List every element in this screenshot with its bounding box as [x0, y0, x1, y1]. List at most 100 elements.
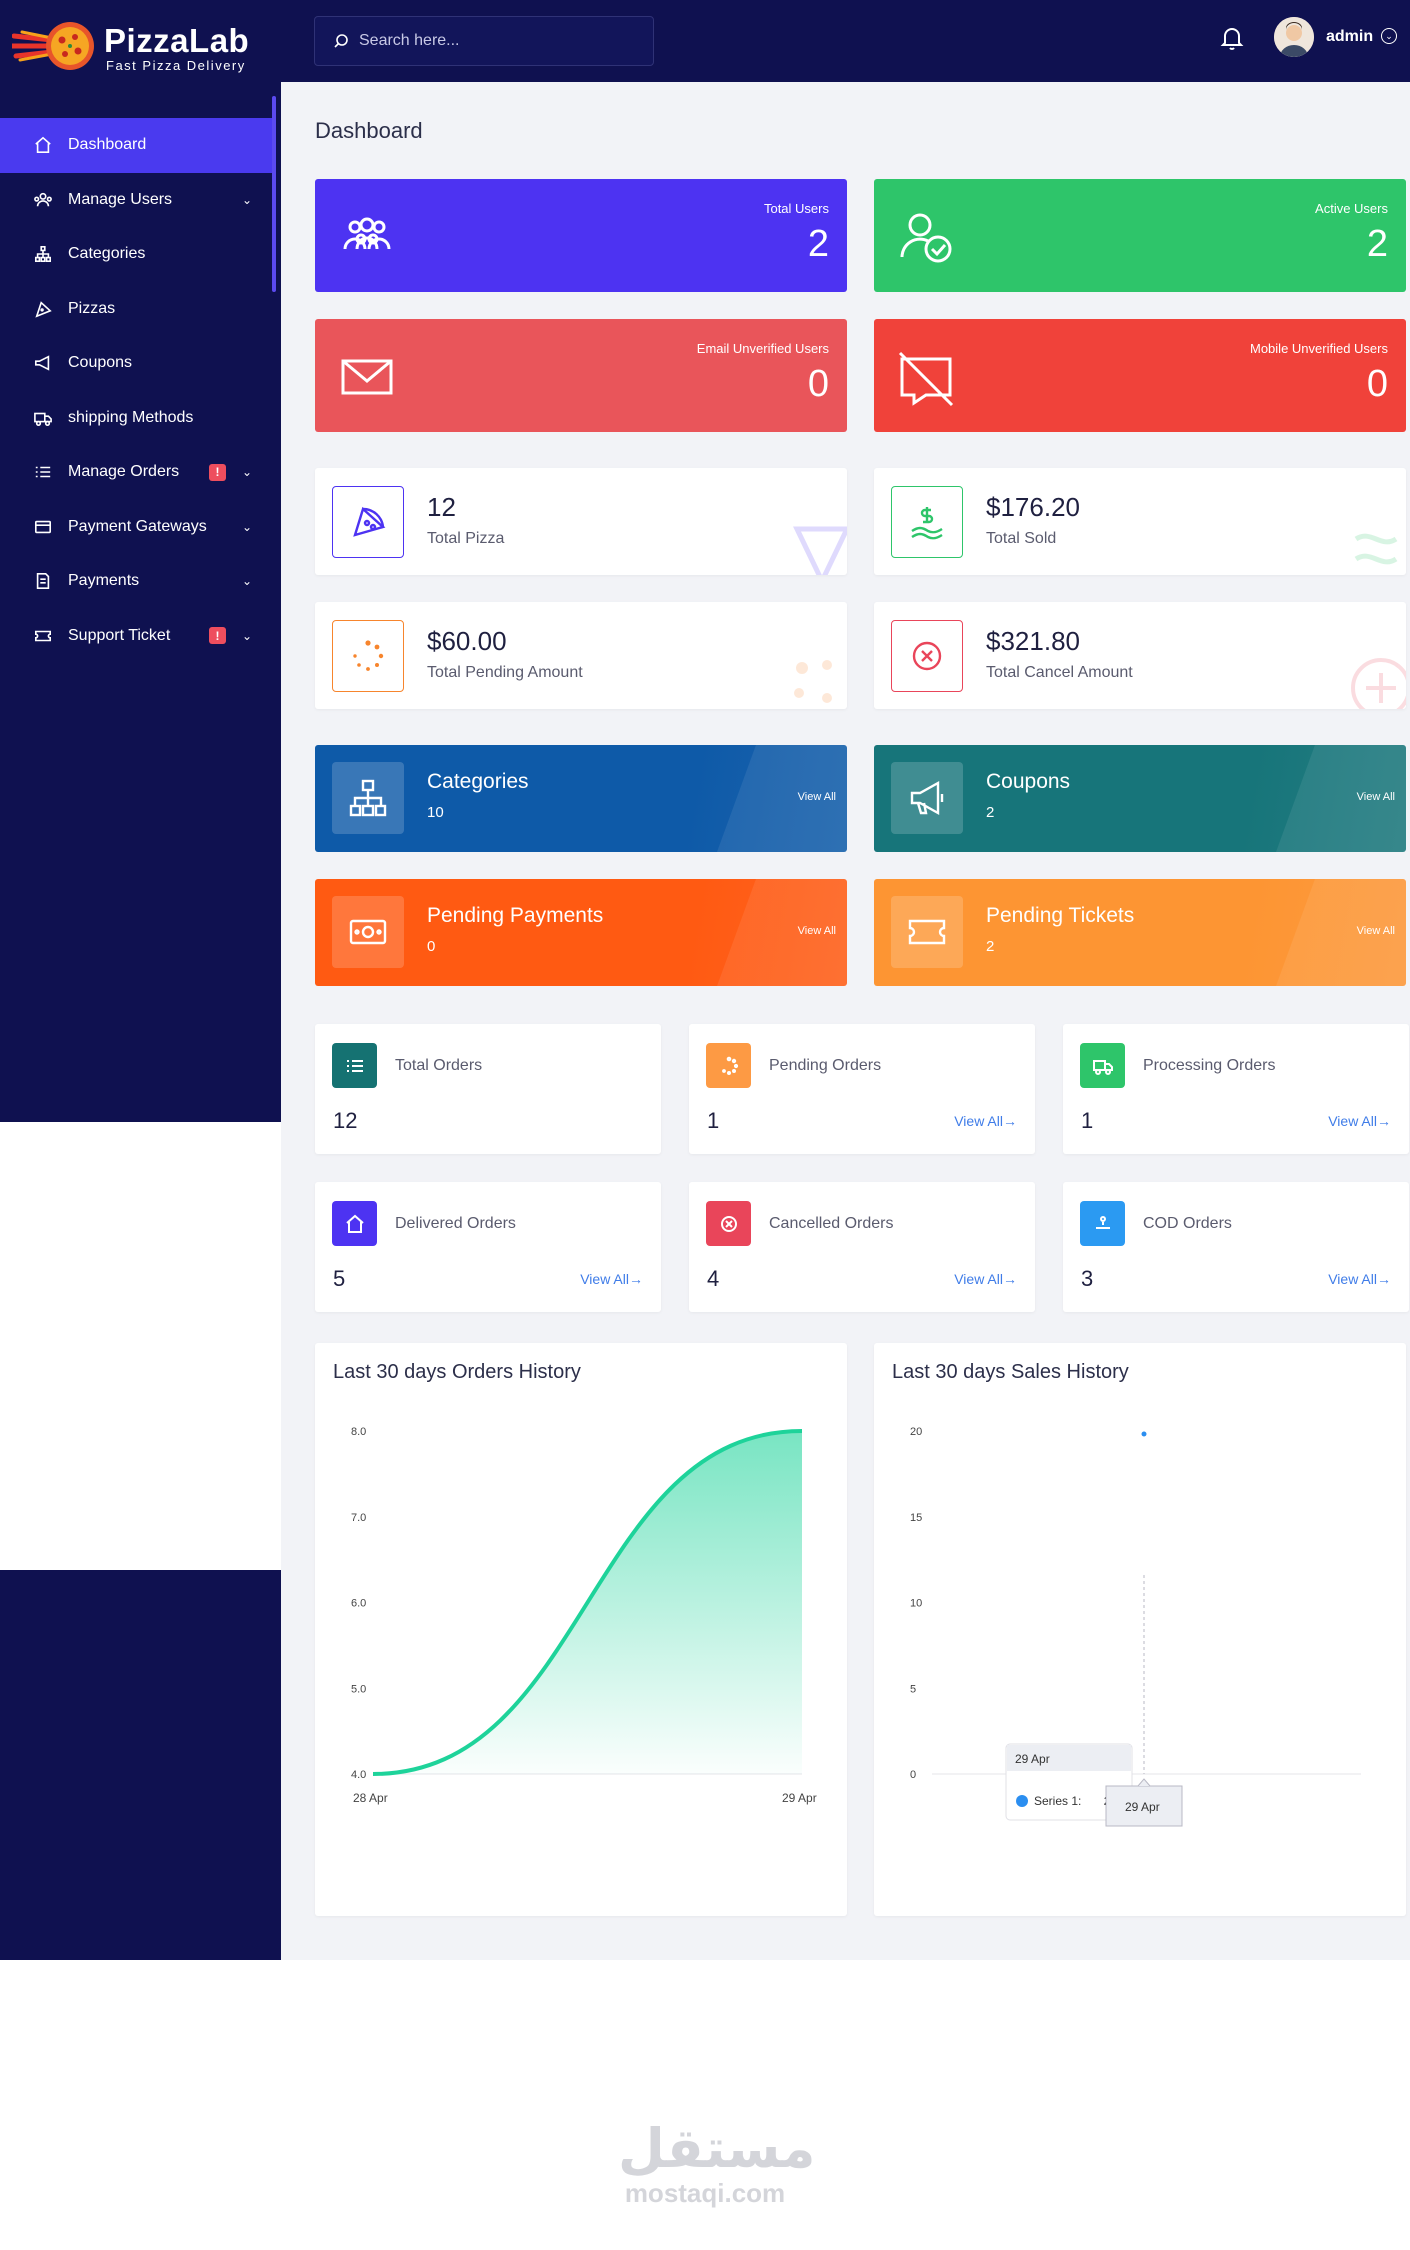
chevron-down-icon[interactable]: ⌄	[241, 192, 252, 207]
stat-label: Total Sold	[986, 530, 1057, 547]
y-tick-label: 5	[910, 1683, 916, 1695]
view-all-link[interactable]: View All	[1356, 791, 1395, 803]
card-value: 10	[427, 804, 444, 821]
chevron-down-icon[interactable]: ⌄	[1381, 28, 1397, 44]
stat-label: Active Users	[1315, 201, 1388, 216]
card-pending-payments[interactable]: Pending Payments 0 View All	[315, 879, 847, 986]
view-all-link[interactable]: View All→	[1328, 1113, 1391, 1129]
view-all-link[interactable]: View All	[1356, 925, 1395, 937]
card-title: Pending Tickets	[986, 904, 1135, 927]
watermark: مستقل mostaqi.com	[618, 2119, 816, 2209]
user-name[interactable]: admin	[1326, 28, 1374, 45]
y-tick-label: 10	[910, 1598, 922, 1610]
brand-title: PizzaLab	[104, 22, 250, 59]
search-input[interactable]	[359, 32, 639, 50]
avatar[interactable]	[1274, 17, 1314, 57]
order-count: 3	[1081, 1266, 1094, 1291]
sidebar-scrollbar[interactable]	[272, 96, 276, 292]
no-signal-icon	[896, 347, 956, 407]
sidebar-item-categories[interactable]: Categories	[0, 227, 272, 282]
cancel-circle-icon	[891, 620, 963, 692]
chevron-down-icon[interactable]: ⌄	[241, 628, 252, 643]
plus-circle-watermark-icon	[1351, 658, 1406, 709]
stat-label: Total Cancel Amount	[986, 664, 1133, 681]
order-card-cod-orders[interactable]: COD Orders 3 View All→	[1063, 1182, 1409, 1312]
ticket-icon	[32, 625, 54, 647]
stat-total-sold[interactable]: $176.20 Total Sold	[874, 468, 1406, 575]
sidebar-item-shipping-methods[interactable]: shipping Methods	[0, 391, 272, 446]
view-all-link[interactable]: View All→	[954, 1271, 1017, 1287]
stat-total-pending-amount[interactable]: $60.00 Total Pending Amount	[315, 602, 847, 709]
chevron-down-icon[interactable]: ⌄	[241, 519, 252, 534]
sidebar-item-support-ticket[interactable]: Support Ticket! ⌄	[0, 609, 272, 664]
envelope-icon	[337, 347, 397, 407]
sidebar-item-payment-gateways[interactable]: Payment Gateways ⌄	[0, 500, 272, 555]
chevron-down-icon[interactable]: ⌄	[241, 465, 252, 480]
sidebar-item-dashboard[interactable]: Dashboard	[0, 118, 272, 173]
stat-active-users[interactable]: Active Users 2	[874, 179, 1406, 292]
stat-total-pizza[interactable]: 12 Total Pizza	[315, 468, 847, 575]
money-hand-icon	[891, 486, 963, 558]
hand-coin-icon	[1080, 1201, 1125, 1246]
orders-history-plot[interactable]: 4.0 5.0 6.0 7.0 8.0 28 Apr 29 Apr	[315, 1343, 847, 1916]
sidebar-item-coupons[interactable]: Coupons	[0, 336, 272, 391]
alert-badge: !	[209, 463, 226, 481]
stat-value: 0	[807, 363, 829, 405]
main-content: Dashboard Total Users 2 Active Users 2 E…	[281, 82, 1410, 1960]
sidebar-item-payments[interactable]: Payments ⌄	[0, 554, 272, 609]
home-icon	[332, 1201, 377, 1246]
order-card-cancelled-orders[interactable]: Cancelled Orders 4 View All→	[689, 1182, 1035, 1312]
view-all-link[interactable]: View All→	[954, 1113, 1017, 1129]
sitemap-icon	[32, 243, 54, 265]
watermark-arabic: مستقل	[618, 2119, 816, 2179]
order-card-processing-orders[interactable]: Processing Orders 1 View All→	[1063, 1024, 1409, 1154]
chevron-down-icon[interactable]: ⌄	[241, 574, 252, 589]
search-box[interactable]	[314, 16, 654, 66]
chart-title: Last 30 days Sales History	[892, 1361, 1129, 1383]
user-check-icon	[896, 207, 956, 267]
card-value: 2	[986, 938, 995, 955]
stat-label: Email Unverified Users	[696, 341, 829, 356]
stat-total-users[interactable]: Total Users 2	[315, 179, 847, 292]
orders-history-chart: Last 30 days Orders History 4.0 5.0 6.0 7.0…	[315, 1343, 847, 1916]
brand-subtitle: Fast Pizza Delivery	[106, 58, 246, 73]
order-card-pending-orders[interactable]: Pending Orders 1 View All→	[689, 1024, 1035, 1154]
x-tick-label: 28 Apr	[353, 1791, 388, 1805]
stat-total-cancel-amount[interactable]: $321.80 Total Cancel Amount	[874, 602, 1406, 709]
sidebar-item-label: Manage Users	[68, 190, 173, 208]
bell-icon[interactable]	[1219, 24, 1245, 52]
series-line[interactable]	[372, 1429, 803, 1776]
data-point[interactable]	[1141, 1431, 1147, 1437]
tooltip-series: Series 1:	[1034, 1794, 1081, 1808]
sidebar-item-pizzas[interactable]: Pizzas	[0, 282, 272, 337]
sidebar-item-manage-orders[interactable]: Manage Orders! ⌄	[0, 445, 272, 500]
tooltip-header	[1007, 1745, 1131, 1771]
megaphone-icon	[32, 352, 54, 374]
order-card-total-orders[interactable]: Total Orders 12	[315, 1024, 661, 1154]
y-tick-label: 15	[910, 1512, 922, 1524]
stat-label: Total Pizza	[427, 530, 505, 547]
y-tick-label: 5.0	[351, 1683, 366, 1695]
view-all-link[interactable]: View All→	[1328, 1271, 1391, 1287]
list-icon	[32, 461, 54, 483]
card-coupons[interactable]: Coupons 2 View All	[874, 745, 1406, 852]
card-categories[interactable]: Categories 10 View All	[315, 745, 847, 852]
order-card-delivered-orders[interactable]: Delivered Orders 5 View All→	[315, 1182, 661, 1312]
sales-history-chart: Last 30 days Sales History 0 5 10 15 20 29 Ap…	[874, 1343, 1406, 1916]
order-count: 5	[333, 1266, 346, 1291]
card-pending-tickets[interactable]: Pending Tickets 2 View All	[874, 879, 1406, 986]
sidebar-item-manage-users[interactable]: Manage Users ⌄	[0, 173, 272, 228]
money-watermark-icon	[1354, 533, 1398, 565]
view-all-link[interactable]: View All	[797, 791, 836, 803]
pizza-watermark-icon	[793, 526, 847, 575]
stat-email-unverified[interactable]: Email Unverified Users 0	[315, 319, 847, 432]
order-count: 4	[707, 1266, 720, 1291]
view-all-link[interactable]: View All	[797, 925, 836, 937]
y-tick-label: 0	[910, 1769, 916, 1781]
spinner-icon	[706, 1043, 751, 1088]
sidebar-item-label: Pizzas	[68, 299, 116, 317]
view-all-link[interactable]: View All→	[580, 1271, 643, 1287]
stat-mobile-unverified[interactable]: Mobile Unverified Users 0	[874, 319, 1406, 432]
brand-logo[interactable]: PizzaLab Fast Pizza Delivery	[12, 18, 272, 74]
